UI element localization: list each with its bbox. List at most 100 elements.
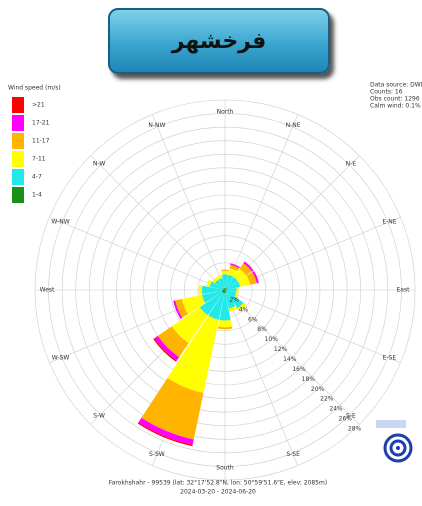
wedge (206, 279, 212, 287)
r-tick-label: 20% (311, 386, 325, 393)
wedge (228, 305, 238, 312)
wedge (225, 290, 227, 292)
wedge (222, 290, 225, 293)
logo (376, 420, 413, 463)
wedge (226, 290, 237, 297)
wedge (237, 302, 247, 312)
direction-label: W-SW (52, 355, 70, 362)
direction-label: N-W (93, 161, 105, 168)
ring (116, 181, 334, 399)
title: فرخشهر (171, 28, 267, 54)
wedge (171, 307, 208, 344)
info-text: Obs count: 1296 (370, 96, 420, 103)
r-tick-label: 10% (265, 336, 279, 343)
caption: Farokhshahr - 99539 (lat: 32°17'52.8"N, … (109, 480, 327, 487)
legend-swatch (12, 151, 24, 167)
r-tick-label: 6% (248, 316, 258, 323)
wedge (223, 288, 225, 290)
ring (88, 153, 362, 427)
info-text: Data source: DWD (370, 82, 422, 89)
wedge (201, 285, 223, 295)
r-tick-label: 12% (274, 346, 288, 353)
legend-label: 7-11 (32, 156, 46, 163)
info-text: Calm wind: 0.1% (370, 103, 421, 110)
ring (102, 167, 348, 413)
r-tick-label: 26% (339, 416, 353, 423)
info-text: Counts: 16 (370, 89, 403, 96)
direction-label: N-E (346, 161, 357, 168)
direction-label: South (216, 465, 234, 472)
direction-label: W-NW (51, 218, 69, 225)
r-tick-label: 18% (302, 376, 316, 383)
wedge (137, 422, 193, 447)
wedge (224, 287, 226, 290)
wedge (221, 271, 229, 275)
wedge (233, 268, 247, 282)
wedge (228, 268, 238, 277)
wedge (201, 290, 223, 304)
legend-label: >21 (32, 102, 45, 109)
wedge (243, 261, 254, 272)
r-tick-label: 14% (283, 356, 297, 363)
legend-label: 4-7 (32, 174, 42, 181)
r-tick-label: 2% (229, 296, 239, 303)
wedge (225, 290, 227, 292)
wedge (181, 294, 206, 315)
r-tick-label: 28% (348, 425, 362, 432)
direction-label: N-NE (286, 122, 301, 129)
wedge (246, 272, 257, 285)
legend-swatch (12, 133, 24, 149)
legend-label: 17-21 (32, 120, 50, 127)
wedge (225, 288, 227, 290)
ring (143, 208, 307, 372)
wedge (223, 288, 225, 290)
wedge (221, 290, 225, 292)
wedge (222, 289, 225, 291)
direction-label: S-SW (149, 451, 165, 458)
caption: 2024-03-20 - 2024-06-20 (180, 489, 256, 496)
wedge (217, 326, 233, 330)
title-banner[interactable]: فرخشهر (108, 8, 330, 74)
direction-label: S-W (93, 412, 105, 419)
wedge (226, 291, 244, 309)
wedge (173, 300, 183, 319)
wedge (141, 378, 204, 440)
wedge (212, 277, 219, 284)
ring (170, 235, 280, 345)
wedge (225, 274, 234, 289)
wedge (218, 278, 225, 289)
wedge (223, 290, 225, 294)
r-tick-label: 16% (292, 366, 306, 373)
wedge (225, 291, 236, 309)
wedge (252, 271, 259, 284)
direction-label: S-E (346, 412, 356, 419)
direction-label: East (397, 287, 411, 294)
wedge (221, 269, 229, 272)
ring (48, 113, 402, 467)
wedge (234, 292, 239, 298)
ring (34, 99, 416, 481)
wedge (226, 281, 241, 290)
wedge (138, 417, 194, 445)
ring (61, 126, 389, 454)
wedge (225, 288, 227, 290)
legend-title: Wind speed (m/s) (8, 85, 61, 92)
direction-label: West (40, 287, 55, 294)
r-tick-label: 22% (320, 396, 334, 403)
legend-label: 11-17 (32, 138, 50, 145)
r-tick-label: 24% (329, 406, 343, 413)
wedge (175, 299, 189, 318)
wedge (209, 281, 224, 290)
wedge (238, 275, 251, 287)
legend-swatch (12, 169, 24, 185)
wedge (236, 287, 239, 293)
wedge (226, 287, 237, 293)
wedge (230, 263, 240, 269)
wedge (208, 292, 225, 320)
wedge (216, 274, 223, 280)
wedge (225, 289, 227, 291)
ring (183, 248, 267, 332)
wedge (224, 290, 226, 294)
